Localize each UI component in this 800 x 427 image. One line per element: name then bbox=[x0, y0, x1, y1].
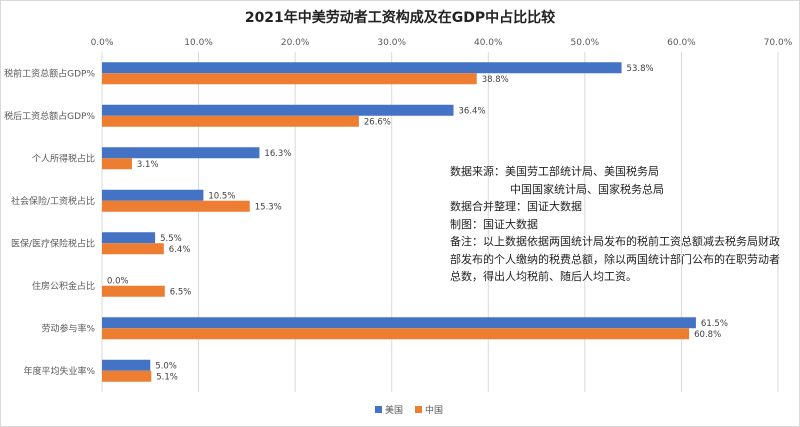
bar-cn bbox=[102, 200, 250, 212]
x-axis-ticks: 0.0% 10.0% 20.0% 30.0% 40.0% 50.0% 60.0% 70.0% bbox=[91, 38, 793, 48]
bar-cn bbox=[102, 115, 359, 127]
bar-cn bbox=[102, 370, 152, 382]
data-label: 61.5% bbox=[701, 319, 728, 329]
data-label: 3.1% bbox=[137, 160, 159, 170]
x-tick-label: 50.0% bbox=[571, 38, 600, 48]
note-made-by: 制图：国证大数据 bbox=[450, 217, 538, 231]
bar-us bbox=[102, 189, 204, 201]
data-label: 26.6% bbox=[364, 117, 391, 127]
bar-cn bbox=[102, 73, 477, 85]
category-label: 税后工资总额占GDP% bbox=[4, 110, 95, 122]
data-label: 5.1% bbox=[156, 372, 178, 382]
bar-us bbox=[102, 359, 151, 371]
category-label: 社会保险/工资税占比 bbox=[11, 195, 95, 207]
category-labels: 税前工资总额占GDP% 税后工资总额占GDP% 个人所得税占比社会保险/工资税占比医… bbox=[4, 67, 95, 377]
category-label: 个人所得税占比 bbox=[32, 152, 95, 164]
data-label: 0.0% bbox=[107, 276, 129, 286]
data-label: 5.0% bbox=[155, 361, 177, 371]
bar-cn bbox=[102, 285, 165, 297]
data-label: 60.8% bbox=[694, 330, 721, 340]
x-tick-label: 30.0% bbox=[377, 38, 406, 48]
data-label: 16.3% bbox=[264, 149, 291, 159]
data-label: 10.5% bbox=[208, 191, 235, 201]
x-tick-label: 70.0% bbox=[764, 38, 793, 48]
x-tick-label: 10.0% bbox=[184, 38, 213, 48]
bar-us bbox=[102, 232, 156, 244]
x-tick-label: 40.0% bbox=[474, 38, 503, 48]
chart-title: 2021年中美劳动者工资构成及在GDP中占比比较 bbox=[245, 9, 555, 26]
data-labels: 53.8% 38.8% 36.4% 26.6% 16.3% 3.1% 10.5% 15.3% 5… bbox=[107, 64, 728, 383]
bar-us bbox=[102, 147, 260, 159]
x-tick-label: 0.0% bbox=[91, 38, 114, 48]
note-source-line1: 数据来源：美国劳工部统计局、美国税务局 bbox=[450, 165, 659, 178]
data-label: 15.3% bbox=[255, 202, 282, 212]
data-label: 53.8% bbox=[627, 64, 654, 74]
category-label: 住房公积金占比 bbox=[32, 280, 95, 292]
data-label: 38.8% bbox=[482, 75, 509, 85]
x-tick-label: 60.0% bbox=[667, 38, 696, 48]
bar-us bbox=[102, 104, 454, 116]
x-tick-label: 20.0% bbox=[281, 38, 310, 48]
data-label: 6.5% bbox=[170, 287, 192, 297]
note-merge: 数据合并整理：国证大数据 bbox=[450, 200, 582, 213]
data-label: 36.4% bbox=[459, 106, 486, 116]
bar-cn bbox=[102, 243, 164, 255]
bar-us bbox=[102, 317, 696, 329]
legend: 美国 中国 bbox=[375, 404, 443, 416]
legend-swatch-cn bbox=[415, 406, 422, 413]
bars bbox=[102, 62, 696, 382]
bar-cn bbox=[102, 328, 690, 340]
legend-label: 美国 bbox=[385, 404, 403, 416]
legend-label: 中国 bbox=[425, 404, 443, 416]
bar-us bbox=[102, 62, 622, 74]
category-label: 税前工资总额占GDP% bbox=[4, 67, 95, 79]
note-remark: 备注：以上数据依据两国统计局发布的税前工资总额减去税务局财政部发布的个人缴纳的税… bbox=[450, 235, 780, 283]
note-source-line2: 中国国家统计局、国家税务总局 bbox=[510, 182, 664, 196]
bar-cn bbox=[102, 158, 132, 170]
legend-swatch-us bbox=[375, 406, 382, 413]
data-label: 5.5% bbox=[160, 234, 182, 244]
category-label: 年度平均失业率% bbox=[23, 365, 95, 377]
data-label: 6.4% bbox=[169, 245, 191, 255]
source-note: 数据来源：美国劳工部统计局、美国税务局 中国国家统计局、国家税务总局 数据合并整… bbox=[450, 163, 790, 286]
category-label: 医保/医疗保险税占比 bbox=[11, 237, 95, 249]
category-label: 劳动参与率% bbox=[41, 322, 95, 334]
